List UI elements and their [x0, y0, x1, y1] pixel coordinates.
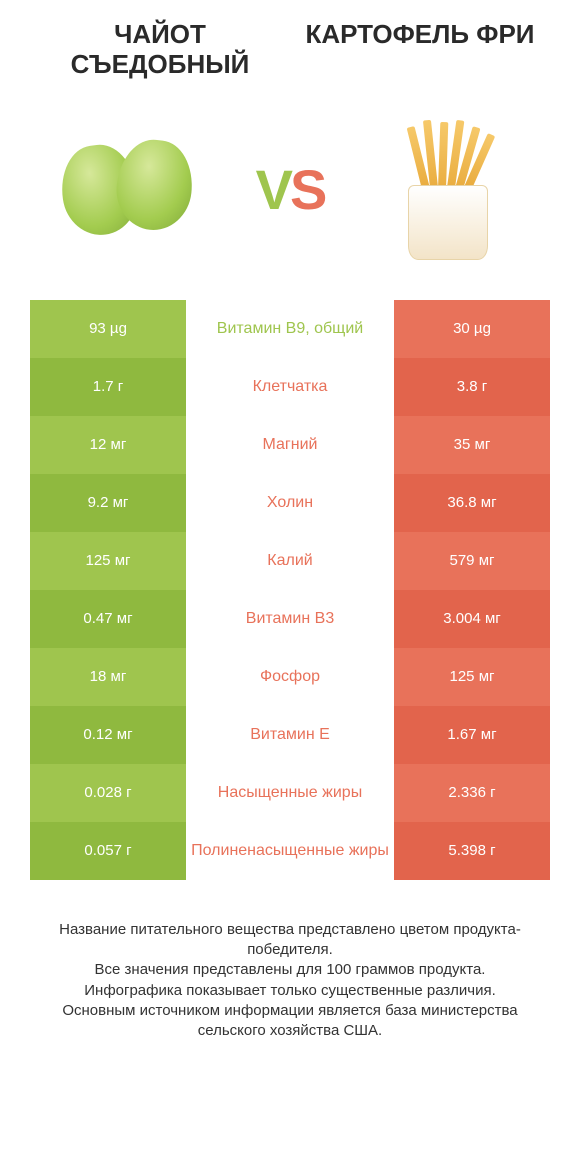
left-value-cell: 0.12 мг: [30, 706, 186, 764]
nutrient-label-cell: Витамин B3: [186, 590, 394, 648]
table-row: 12 мгМагний35 мг: [30, 416, 550, 474]
left-value-cell: 9.2 мг: [30, 474, 186, 532]
footer-line: Название питательного вещества представл…: [40, 920, 540, 961]
table-row: 1.7 гКлетчатка3.8 г: [30, 358, 550, 416]
right-value-cell: 3.8 г: [394, 358, 550, 416]
vs-s-letter: S: [290, 158, 324, 221]
header: ЧАЙОТ СЪЕДОБНЫЙ КАРТОФЕЛЬ ФРИ: [30, 20, 550, 80]
table-row: 93 µgВитамин B9, общий30 µg: [30, 300, 550, 358]
table-row: 0.028 гНасыщенные жиры2.336 г: [30, 764, 550, 822]
chayote-icon: [52, 110, 212, 270]
left-value-cell: 0.028 г: [30, 764, 186, 822]
table-row: 0.47 мгВитамин B33.004 мг: [30, 590, 550, 648]
nutrient-label-cell: Фосфор: [186, 648, 394, 706]
right-product-title: КАРТОФЕЛЬ ФРИ: [303, 20, 537, 80]
nutrient-label-cell: Витамин B9, общий: [186, 300, 394, 358]
nutrient-label-cell: Полиненасыщенные жиры: [186, 822, 394, 880]
right-value-cell: 36.8 мг: [394, 474, 550, 532]
left-value-cell: 0.47 мг: [30, 590, 186, 648]
left-value-cell: 0.057 г: [30, 822, 186, 880]
table-row: 9.2 мгХолин36.8 мг: [30, 474, 550, 532]
nutrient-label-cell: Холин: [186, 474, 394, 532]
left-value-cell: 125 мг: [30, 532, 186, 590]
right-value-cell: 5.398 г: [394, 822, 550, 880]
table-row: 0.057 гПолиненасыщенные жиры5.398 г: [30, 822, 550, 880]
nutrient-label-cell: Калий: [186, 532, 394, 590]
fries-icon: [368, 110, 528, 270]
right-value-cell: 125 мг: [394, 648, 550, 706]
images-row: VS: [30, 110, 550, 270]
left-value-cell: 1.7 г: [30, 358, 186, 416]
vs-v-letter: V: [256, 158, 290, 221]
right-value-cell: 1.67 мг: [394, 706, 550, 764]
footer-line: Все значения представлены для 100 граммо…: [40, 960, 540, 980]
footer-line: Основным источником информации является …: [40, 1001, 540, 1042]
right-value-cell: 3.004 мг: [394, 590, 550, 648]
nutrient-label-cell: Клетчатка: [186, 358, 394, 416]
nutrient-label-cell: Витамин E: [186, 706, 394, 764]
table-row: 0.12 мгВитамин E1.67 мг: [30, 706, 550, 764]
nutrient-label-cell: Насыщенные жиры: [186, 764, 394, 822]
nutrient-label-cell: Магний: [186, 416, 394, 474]
footer-line: Инфографика показывает только существенн…: [40, 981, 540, 1001]
left-value-cell: 93 µg: [30, 300, 186, 358]
right-value-cell: 30 µg: [394, 300, 550, 358]
left-value-cell: 18 мг: [30, 648, 186, 706]
right-value-cell: 579 мг: [394, 532, 550, 590]
table-row: 18 мгФосфор125 мг: [30, 648, 550, 706]
right-value-cell: 35 мг: [394, 416, 550, 474]
left-product-title: ЧАЙОТ СЪЕДОБНЫЙ: [43, 20, 277, 80]
comparison-table: 93 µgВитамин B9, общий30 µg1.7 гКлетчатк…: [30, 300, 550, 880]
left-value-cell: 12 мг: [30, 416, 186, 474]
table-row: 125 мгКалий579 мг: [30, 532, 550, 590]
footer-notes: Название питательного вещества представл…: [30, 920, 550, 1042]
right-value-cell: 2.336 г: [394, 764, 550, 822]
vs-label: VS: [256, 157, 325, 222]
